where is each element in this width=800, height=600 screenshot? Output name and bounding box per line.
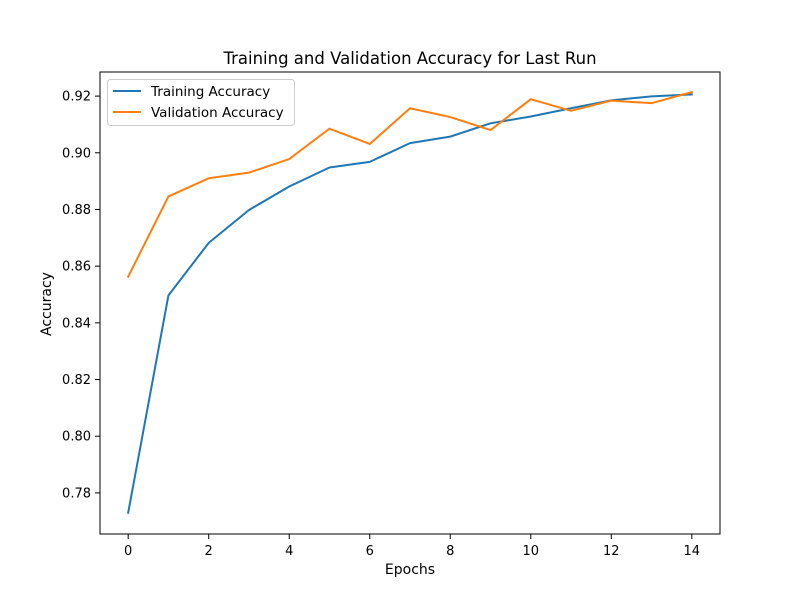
x-tick-label: 6 — [366, 544, 374, 559]
x-tick-label: 2 — [205, 544, 213, 559]
x-tick-label: 10 — [523, 544, 540, 559]
legend: Training Accuracy Validation Accuracy — [107, 79, 295, 126]
axes-spines — [99, 71, 721, 535]
x-tick-label: 0 — [124, 544, 132, 559]
y-tick-label: 0.92 — [62, 90, 91, 105]
y-tick-label: 0.86 — [62, 260, 91, 275]
y-tick-label: 0.80 — [62, 430, 91, 445]
x-tick-label: 8 — [446, 544, 454, 559]
x-axis-ticks: 0 2 4 6 8 10 12 14 — [124, 534, 700, 559]
series-line-validation — [126, 90, 694, 278]
chart-title: Training and Validation Accuracy for Las… — [222, 49, 596, 68]
y-tick-label: 0.78 — [62, 486, 91, 501]
series-line-training — [127, 93, 693, 514]
y-axis-label: Accuracy — [39, 272, 55, 336]
x-tick-label: 12 — [603, 544, 620, 559]
x-axis-label: Epochs — [385, 562, 435, 578]
y-tick-label: 0.88 — [62, 203, 91, 218]
legend-label-training: Training Accuracy — [150, 84, 270, 100]
series-lines — [126, 90, 694, 514]
x-tick-label: 4 — [285, 544, 293, 559]
y-tick-label: 0.84 — [62, 316, 91, 331]
y-tick-label: 0.82 — [62, 373, 91, 388]
legend-box — [107, 79, 295, 126]
legend-label-validation: Validation Accuracy — [151, 105, 284, 121]
axes-frame — [99, 71, 721, 535]
y-tick-label: 0.90 — [62, 146, 91, 161]
y-axis-ticks: 0.78 0.80 0.82 0.84 0.86 0.88 0.90 0.92 — [62, 90, 100, 501]
x-tick-label: 14 — [684, 544, 701, 559]
